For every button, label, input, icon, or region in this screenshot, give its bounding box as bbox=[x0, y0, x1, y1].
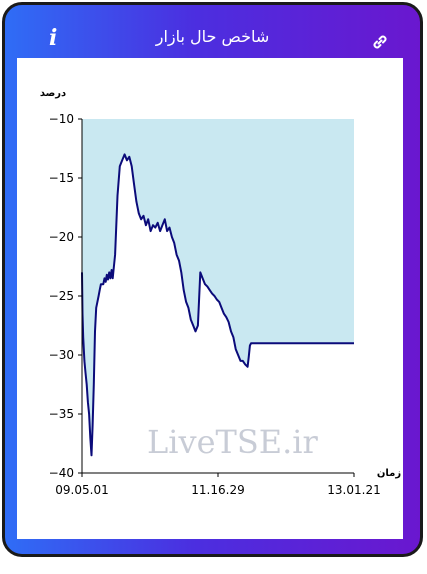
x-axis-label: زمان bbox=[377, 468, 401, 479]
y-tick-label: −40 bbox=[49, 466, 74, 480]
card-header: i شاخص حال بازار bbox=[5, 5, 420, 59]
x-tick-label: 09.05.01 bbox=[55, 483, 108, 497]
y-tick-label: −35 bbox=[49, 407, 74, 421]
x-tick-label: 11.16.29 bbox=[191, 483, 244, 497]
market-index-card: i شاخص حال بازار LiveTSE.ir −10 −15 −20 −25… bbox=[2, 2, 423, 557]
market-index-chart: LiveTSE.ir −10 −15 −20 −25 −30 −35 −40 09.05.0… bbox=[40, 88, 402, 497]
x-tick-label: 13.01.21 bbox=[327, 483, 380, 497]
y-axis-ticks: −10 −15 −20 −25 −30 −35 −40 bbox=[49, 112, 82, 480]
series-area-fill bbox=[82, 154, 354, 473]
series-line bbox=[81, 153, 354, 457]
y-tick-label: −20 bbox=[49, 230, 74, 244]
chart-panel: LiveTSE.ir −10 −15 −20 −25 −30 −35 −40 09.05.0… bbox=[17, 58, 403, 539]
y-axis-label: درصد bbox=[40, 88, 66, 99]
y-tick-label: −25 bbox=[49, 289, 74, 303]
link-icon[interactable] bbox=[371, 33, 389, 51]
y-tick-label: −10 bbox=[49, 112, 74, 126]
y-tick-label: −30 bbox=[49, 348, 74, 362]
y-tick-label: −15 bbox=[49, 171, 74, 185]
watermark: LiveTSE.ir bbox=[147, 423, 319, 461]
card-title: شاخص حال بازار bbox=[155, 27, 270, 46]
x-axis-ticks: 09.05.01 11.16.29 13.01.21 bbox=[55, 473, 381, 497]
info-icon[interactable]: i bbox=[49, 25, 58, 51]
